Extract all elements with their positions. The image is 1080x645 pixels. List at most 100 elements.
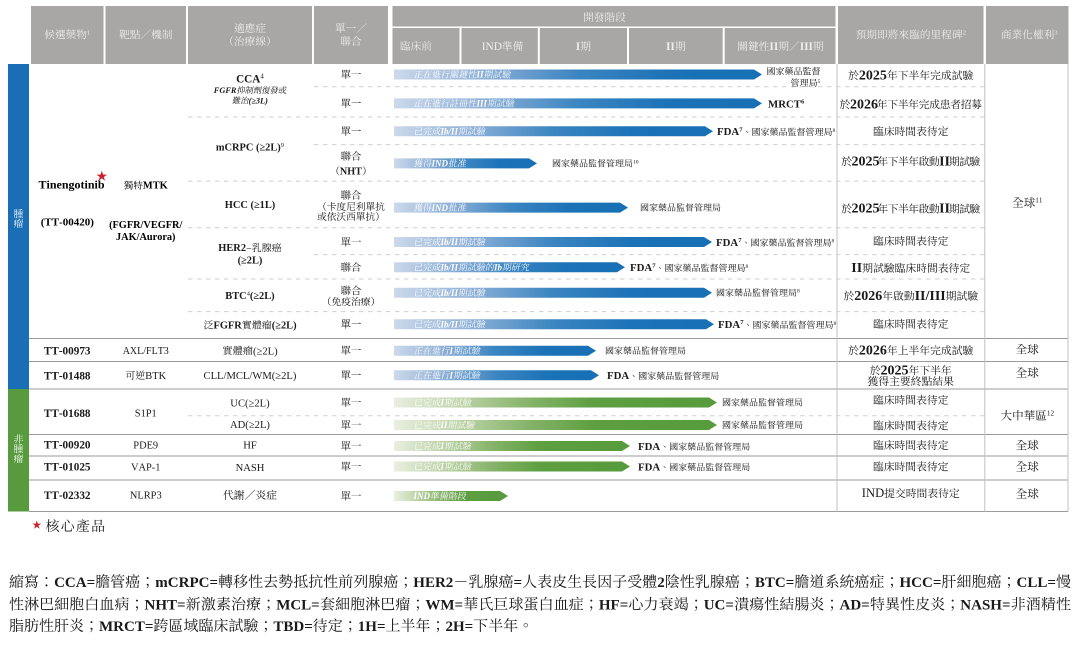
- svg-text:NHT: NHT: [340, 167, 362, 178]
- svg-text:8: 8: [833, 128, 836, 134]
- svg-text:Ib: Ib: [493, 263, 503, 273]
- svg-text:(≥2L): (≥2L): [238, 256, 263, 267]
- svg-text:UC=: UC=: [704, 597, 734, 613]
- svg-text:TT-01688: TT-01688: [44, 408, 91, 420]
- svg-text:JAK/Aurora): JAK/Aurora): [116, 232, 175, 243]
- svg-text:MRCT: MRCT: [768, 98, 802, 110]
- svg-text:CCA=: CCA=: [54, 575, 95, 591]
- svg-text:6: 6: [801, 98, 805, 105]
- svg-text:NHT=: NHT=: [145, 597, 186, 613]
- svg-text:TT-00973: TT-00973: [44, 346, 91, 358]
- svg-text:(TT-00420): (TT-00420): [41, 216, 94, 228]
- svg-text:5: 5: [818, 79, 821, 85]
- svg-text:7: 7: [738, 237, 742, 244]
- svg-text:BTC: BTC: [225, 291, 246, 302]
- svg-text:HF: HF: [243, 440, 257, 451]
- svg-text:2026: 2026: [854, 289, 882, 304]
- svg-text:4: 4: [260, 73, 264, 80]
- svg-text:mCRPC (≥2L): mCRPC (≥2L): [216, 143, 281, 154]
- svg-text:2: 2: [657, 575, 665, 591]
- svg-text:2025: 2025: [852, 202, 880, 217]
- svg-text:8: 8: [797, 289, 800, 295]
- svg-text:CLL=: CLL=: [1017, 575, 1056, 591]
- svg-text:FGFR: FGFR: [213, 86, 237, 95]
- svg-text:FDA: FDA: [716, 237, 738, 249]
- svg-text:9: 9: [281, 142, 284, 149]
- svg-text:IND: IND: [482, 41, 502, 53]
- svg-text:8: 8: [832, 239, 835, 245]
- svg-text:FDA: FDA: [638, 461, 660, 473]
- svg-text:12: 12: [1047, 410, 1055, 418]
- svg-text:Ib/II: Ib/II: [440, 288, 459, 298]
- svg-text:2: 2: [963, 30, 966, 37]
- svg-text:I: I: [440, 462, 445, 472]
- svg-text:NASH=: NASH=: [960, 597, 1010, 613]
- svg-text:I: I: [449, 371, 454, 381]
- svg-text:II/III: II/III: [915, 289, 946, 304]
- svg-text:3: 3: [1054, 30, 1058, 37]
- svg-text:1H=: 1H=: [358, 619, 386, 635]
- svg-text:HF=: HF=: [599, 597, 628, 613]
- svg-text:(FGFR/VEGFR/: (FGFR/VEGFR/: [109, 220, 182, 231]
- svg-text:Ib/II: Ib/II: [440, 263, 459, 273]
- svg-text:II: II: [769, 41, 778, 53]
- svg-text:HCC (≥1L): HCC (≥1L): [225, 200, 275, 211]
- svg-text:2025: 2025: [852, 154, 880, 169]
- svg-text:II: II: [851, 261, 862, 276]
- svg-text:PDE9: PDE9: [133, 440, 158, 451]
- svg-text:=: =: [514, 575, 523, 591]
- svg-text:CLL/MCL/WM(≥2L): CLL/MCL/WM(≥2L): [204, 371, 297, 382]
- svg-text:III: III: [800, 41, 814, 53]
- svg-text:II: II: [666, 41, 675, 53]
- svg-text:II: II: [939, 154, 950, 169]
- svg-text:2026: 2026: [850, 97, 878, 112]
- svg-text:2H=: 2H=: [446, 619, 474, 635]
- svg-text:S1P1: S1P1: [135, 409, 157, 420]
- svg-text:7: 7: [652, 262, 656, 269]
- svg-text:TT-01025: TT-01025: [44, 462, 91, 474]
- svg-text:1: 1: [87, 30, 90, 37]
- svg-text:BTC=: BTC=: [755, 575, 794, 591]
- svg-text:(≥2L): (≥2L): [253, 346, 278, 357]
- svg-text:2026: 2026: [859, 343, 887, 358]
- svg-text:TT-01488: TT-01488: [44, 370, 91, 382]
- svg-text:VAP-1: VAP-1: [131, 463, 160, 474]
- svg-text:I: I: [576, 41, 581, 53]
- svg-text:2025: 2025: [881, 363, 909, 378]
- svg-text:I: I: [440, 398, 445, 408]
- svg-text:NLRP3: NLRP3: [130, 491, 162, 502]
- svg-text:10: 10: [633, 159, 639, 165]
- svg-text:MCL=: MCL=: [276, 597, 320, 613]
- svg-text:mCRPC=: mCRPC=: [155, 575, 218, 591]
- svg-text:II: II: [440, 420, 449, 430]
- svg-text:WM=: WM=: [425, 597, 463, 613]
- svg-text:Tinengotinib: Tinengotinib: [39, 177, 105, 191]
- svg-text:CCA: CCA: [236, 73, 260, 85]
- svg-text:HER2: HER2: [413, 575, 453, 591]
- svg-text:8: 8: [834, 321, 837, 327]
- svg-text:MRCT=: MRCT=: [99, 619, 153, 635]
- svg-text:IND: IND: [862, 486, 884, 500]
- svg-text:UC(≥2L): UC(≥2L): [230, 398, 270, 409]
- svg-text:FGFR: FGFR: [214, 321, 243, 332]
- svg-text:8: 8: [746, 264, 749, 270]
- svg-text:III: III: [476, 99, 488, 109]
- svg-text:I: I: [449, 346, 454, 356]
- svg-text:NASH: NASH: [236, 463, 265, 474]
- svg-text:FDA: FDA: [607, 370, 629, 382]
- svg-text:AD=: AD=: [840, 597, 870, 613]
- svg-text:II: II: [939, 202, 950, 217]
- svg-text:(≥2L): (≥2L): [250, 291, 275, 302]
- svg-text:HCC=: HCC=: [900, 575, 942, 591]
- svg-text:4: 4: [247, 290, 251, 297]
- svg-text:TT-02332: TT-02332: [44, 490, 91, 502]
- svg-text:(≥2L): (≥2L): [272, 321, 297, 332]
- svg-text:FDA: FDA: [630, 262, 652, 274]
- svg-text:TT-00920: TT-00920: [44, 440, 91, 452]
- svg-text:TBD=: TBD=: [273, 619, 312, 635]
- svg-text:FDA: FDA: [638, 441, 660, 453]
- svg-text:IND: IND: [413, 491, 431, 501]
- svg-text:2025: 2025: [859, 68, 887, 83]
- svg-text:AD(≥2L): AD(≥2L): [230, 420, 270, 431]
- svg-text:BTK: BTK: [145, 371, 166, 382]
